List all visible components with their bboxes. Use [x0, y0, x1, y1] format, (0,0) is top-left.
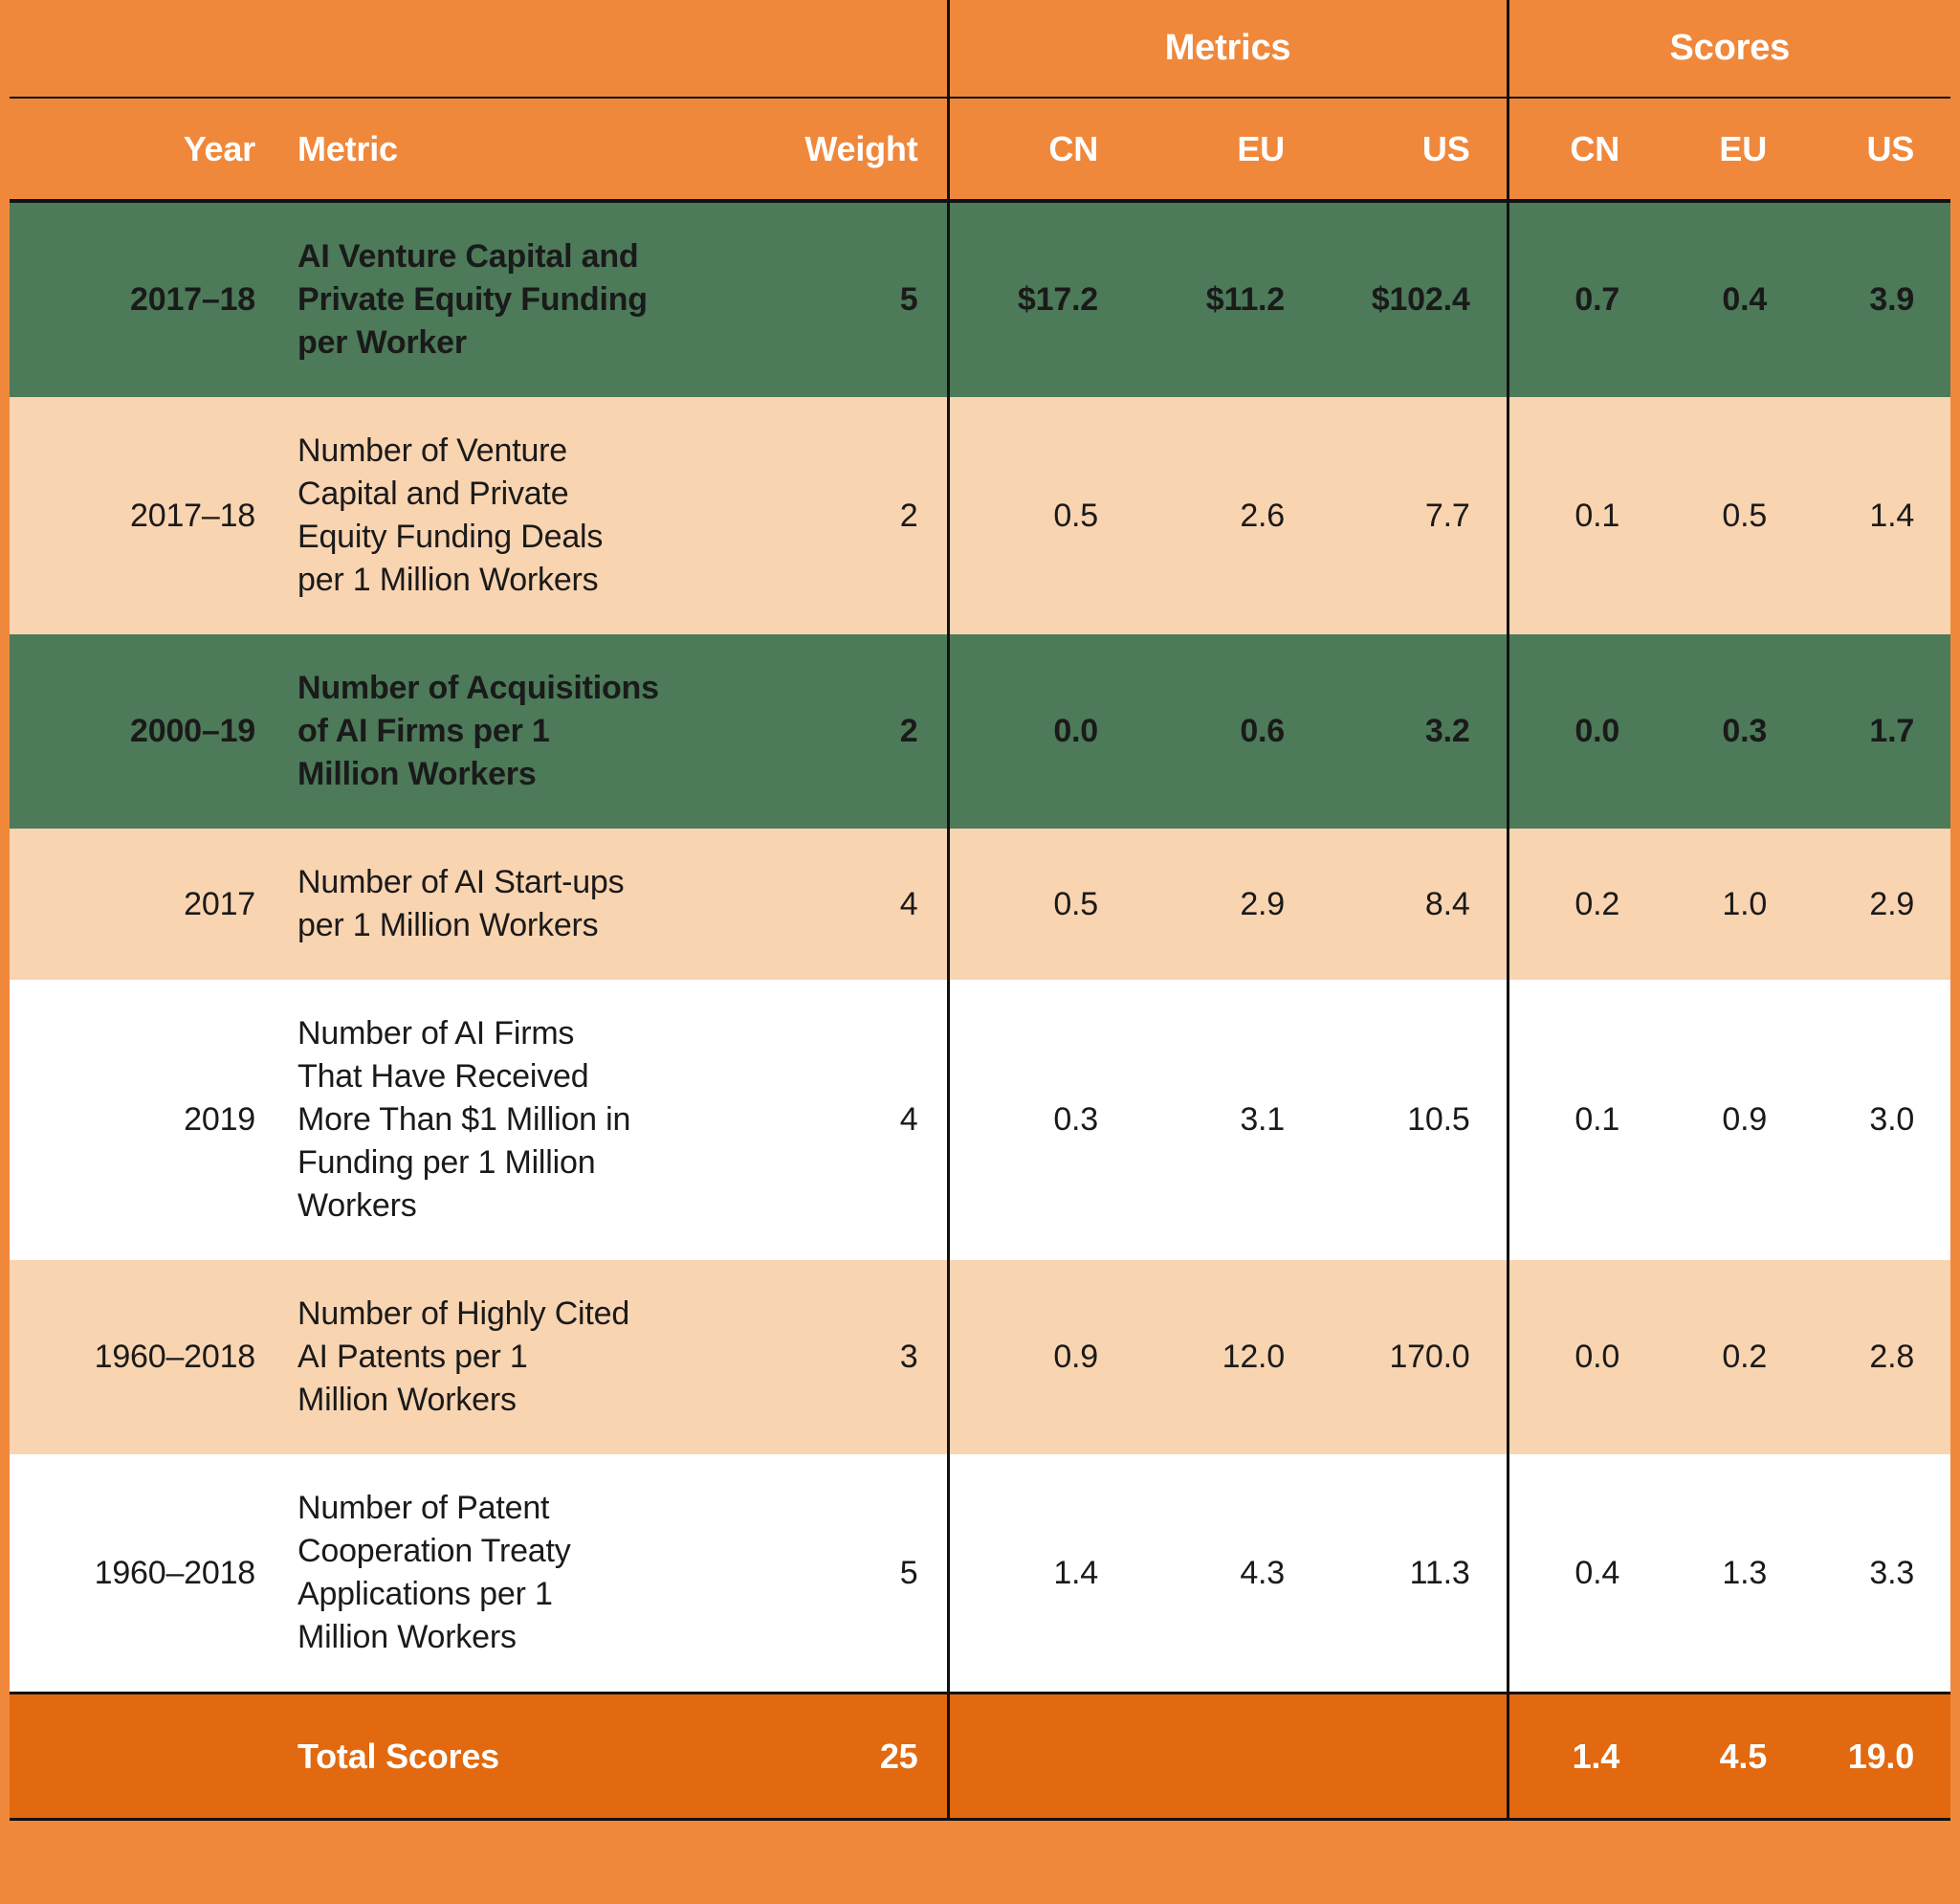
group-header-metrics: Metrics [946, 0, 1509, 99]
weight-cell: 5 [789, 201, 948, 397]
score-eu-cell: 0.9 [1656, 980, 1804, 1260]
metric-eu-cell: 4.3 [1134, 1454, 1321, 1694]
weight-cell: 4 [789, 980, 948, 1260]
score-eu-cell: 1.3 [1656, 1454, 1804, 1694]
total-score-us: 19.0 [1803, 1692, 1951, 1821]
year-cell: 1960–2018 [10, 1260, 278, 1454]
score-us-cell: 3.0 [1803, 980, 1951, 1260]
score-us-cell: 2.9 [1803, 829, 1951, 980]
weight-cell: 3 [789, 1260, 948, 1454]
year-cell: 2019 [10, 980, 278, 1260]
score-us-cell: 1.7 [1803, 634, 1951, 829]
metric-cn-cell: 0.3 [946, 980, 1134, 1260]
metric-cn-cell: 0.9 [946, 1260, 1134, 1454]
group-header-blank [10, 0, 948, 99]
table-row: 1960–2018 Number of Patent Cooperation T… [10, 1454, 1951, 1694]
column-header-year: Year [10, 98, 278, 203]
metric-cell: Number of Acquisitions of AI Firms per 1… [278, 634, 789, 829]
total-year-blank [10, 1692, 278, 1821]
column-header-weight: Weight [789, 98, 948, 203]
weight-cell: 4 [789, 829, 948, 980]
metric-us-cell: $102.4 [1321, 201, 1509, 397]
metric-us-cell: 7.7 [1321, 397, 1509, 634]
column-header-metrics-us: US [1321, 98, 1509, 203]
metric-eu-cell: $11.2 [1134, 201, 1321, 397]
group-header-scores: Scores [1506, 0, 1951, 99]
column-header-scores-us: US [1803, 98, 1951, 203]
column-header-scores-eu: EU [1656, 98, 1804, 203]
year-cell: 2017–18 [10, 201, 278, 397]
table-figure: Metrics Scores Year Metric Weight CN EU … [10, 0, 1951, 1821]
metric-us-cell: 3.2 [1321, 634, 1509, 829]
score-us-cell: 1.4 [1803, 397, 1951, 634]
score-us-cell: 2.8 [1803, 1260, 1951, 1454]
score-cn-cell: 0.1 [1506, 980, 1657, 1260]
table-row: 2017 Number of AI Start-ups per 1 Millio… [10, 829, 1951, 980]
metric-cell: Number of Venture Capital and Private Eq… [278, 397, 789, 634]
total-score-cn: 1.4 [1506, 1692, 1657, 1821]
metric-eu-cell: 2.9 [1134, 829, 1321, 980]
table-row: 2019 Number of AI Firms That Have Receiv… [10, 980, 1951, 1260]
metric-cell: Number of Patent Cooperation Treaty Appl… [278, 1454, 789, 1694]
total-score-eu: 4.5 [1656, 1692, 1804, 1821]
metric-eu-cell: 0.6 [1134, 634, 1321, 829]
metric-cell: Number of Highly Cited AI Patents per 1 … [278, 1260, 789, 1454]
metric-cn-cell: 0.0 [946, 634, 1134, 829]
weight-cell: 2 [789, 634, 948, 829]
year-cell: 1960–2018 [10, 1454, 278, 1694]
metric-cn-cell: 0.5 [946, 829, 1134, 980]
total-weight: 25 [789, 1692, 948, 1821]
metric-us-cell: 11.3 [1321, 1454, 1509, 1694]
score-cn-cell: 0.2 [1506, 829, 1657, 980]
score-eu-cell: 0.3 [1656, 634, 1804, 829]
metric-eu-cell: 3.1 [1134, 980, 1321, 1260]
metric-cell: Number of AI Start-ups per 1 Million Wor… [278, 829, 789, 980]
metric-eu-cell: 12.0 [1134, 1260, 1321, 1454]
score-cn-cell: 0.0 [1506, 634, 1657, 829]
score-cn-cell: 0.7 [1506, 201, 1657, 397]
column-header-metrics-cn: CN [946, 98, 1134, 203]
total-label: Total Scores [278, 1692, 789, 1821]
metric-us-cell: 170.0 [1321, 1260, 1509, 1454]
score-eu-cell: 1.0 [1656, 829, 1804, 980]
total-metrics-blank [946, 1692, 1509, 1821]
column-header-row: Year Metric Weight CN EU US CN EU US [10, 98, 1951, 203]
column-header-metric: Metric [278, 98, 789, 203]
metric-cell: AI Venture Capital and Private Equity Fu… [278, 201, 789, 397]
column-header-metrics-eu: EU [1134, 98, 1321, 203]
year-cell: 2017 [10, 829, 278, 980]
table-row: 2017–18 Number of Venture Capital and Pr… [10, 397, 1951, 634]
metric-cn-cell: 0.5 [946, 397, 1134, 634]
table-row: 2000–19 Number of Acquisitions of AI Fir… [10, 634, 1951, 829]
year-cell: 2017–18 [10, 397, 278, 634]
metric-cell: Number of AI Firms That Have Received Mo… [278, 980, 789, 1260]
metric-cn-cell: $17.2 [946, 201, 1134, 397]
metric-us-cell: 10.5 [1321, 980, 1509, 1260]
score-eu-cell: 0.5 [1656, 397, 1804, 634]
column-header-scores-cn: CN [1506, 98, 1657, 203]
metric-eu-cell: 2.6 [1134, 397, 1321, 634]
metrics-scores-table: Metrics Scores Year Metric Weight CN EU … [10, 0, 1951, 1821]
score-eu-cell: 0.2 [1656, 1260, 1804, 1454]
total-row: Total Scores 25 1.4 4.5 19.0 [10, 1692, 1951, 1821]
year-cell: 2000–19 [10, 634, 278, 829]
group-header-row: Metrics Scores [10, 0, 1951, 99]
table-row: 1960–2018 Number of Highly Cited AI Pate… [10, 1260, 1951, 1454]
score-us-cell: 3.9 [1803, 201, 1951, 397]
score-cn-cell: 0.0 [1506, 1260, 1657, 1454]
score-eu-cell: 0.4 [1656, 201, 1804, 397]
score-us-cell: 3.3 [1803, 1454, 1951, 1694]
table-row: 2017–18 AI Venture Capital and Private E… [10, 201, 1951, 397]
score-cn-cell: 0.4 [1506, 1454, 1657, 1694]
metric-cn-cell: 1.4 [946, 1454, 1134, 1694]
metric-us-cell: 8.4 [1321, 829, 1509, 980]
weight-cell: 5 [789, 1454, 948, 1694]
score-cn-cell: 0.1 [1506, 397, 1657, 634]
weight-cell: 2 [789, 397, 948, 634]
